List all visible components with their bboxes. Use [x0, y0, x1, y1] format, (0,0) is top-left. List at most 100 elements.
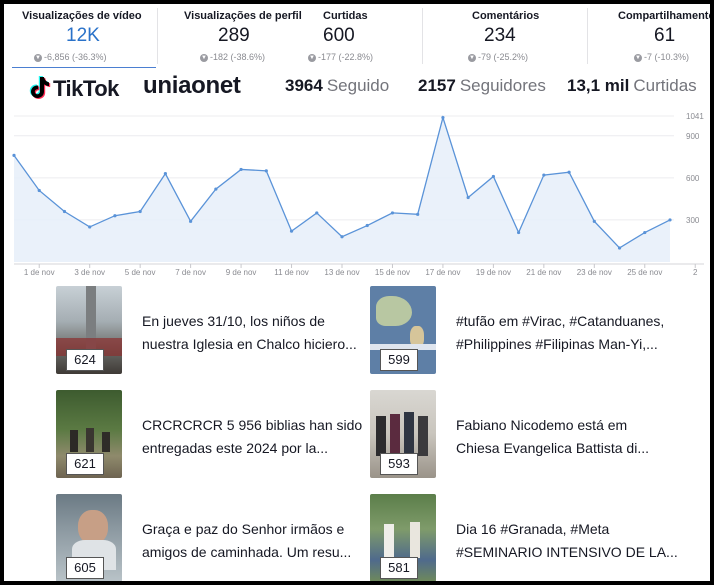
username: uniaonet [143, 72, 241, 99]
tiktok-note-icon [29, 76, 51, 99]
video-title[interactable]: En jueves 31/10, los niños de nuestra Igl… [142, 313, 357, 352]
stat-change: ▼ -7 (-10.3%) [634, 52, 690, 62]
view-count: 593 [380, 453, 418, 475]
chart-data-point [315, 211, 319, 215]
stat-label: Visualizações de perfil [184, 10, 302, 22]
chart-data-point [441, 115, 445, 120]
video-title[interactable]: #tufão em #Virac, #Catanduanes, #Philippi… [456, 313, 665, 352]
stats-row: Visualizações de vídeo 12K ▼ -6,856 (-36.… [4, 4, 710, 68]
chart-data-point [491, 174, 495, 179]
chart-data-point [37, 188, 41, 193]
stat-value: 234 [484, 25, 516, 46]
y-tick-label: 600 [686, 174, 700, 183]
tiktok-logo: TikTok [26, 72, 134, 102]
video-item[interactable]: 581 Dia 16 #Granada, #Meta #SEMINARIO INT… [370, 494, 690, 581]
x-tick-label: 25 de nov [627, 268, 662, 277]
view-count: 621 [66, 453, 104, 475]
views-chart[interactable]: 1041 900 600 300 1 de nov 3 de nov 5 de nov 7 d… [4, 104, 710, 280]
x-tick-label: 17 de nov [425, 268, 460, 277]
stat-likes[interactable]: Curtidas 600 ▼ -177 (-22.8%) [304, 4, 414, 68]
x-tick-label: 1 de nov [24, 268, 55, 277]
profile-header: TikTok uniaonet 3964 Seguido 2157 Seguidor… [4, 68, 710, 104]
chart-data-point [12, 153, 16, 158]
likes-stat: 13,1 mil Curtidas [567, 76, 697, 95]
video-title[interactable]: Dia 16 #Granada, #Meta #SEMINARIO INTENSI… [456, 521, 678, 560]
video-title[interactable]: Graça e paz do Senhor irmãos e amigos de … [142, 521, 352, 560]
video-item[interactable]: 624 En jueves 31/10, los niños de nuestra… [56, 286, 376, 376]
view-count: 599 [380, 349, 418, 371]
video-title[interactable]: CRCRCRCR 5 956 biblias han sido entregada… [142, 417, 363, 456]
video-thumbnail[interactable]: 581 [370, 494, 436, 581]
chart-data-point [643, 230, 647, 235]
x-tick-label: 3 de nov [74, 268, 105, 277]
chart-data-point [189, 219, 193, 223]
chart-data-point [592, 219, 596, 223]
x-tick-label: 13 de nov [324, 268, 359, 277]
divider [422, 8, 423, 64]
arrow-down-icon: ▼ [200, 53, 208, 62]
brand-name: TikTok [53, 76, 119, 101]
chart-data-point [567, 170, 571, 174]
chart-data-point [517, 230, 521, 235]
stat-label: Compartilhamentos [618, 10, 710, 22]
video-item[interactable]: 593 Fabiano Nicodemo está em Chiesa Evang… [370, 390, 690, 480]
video-thumbnail[interactable]: 599 [370, 286, 436, 374]
arrow-down-icon: ▼ [308, 53, 316, 62]
y-tick-label: 900 [686, 132, 700, 141]
followers-stat: 2157 Seguidores [418, 76, 546, 95]
video-item[interactable]: 605 Graça e paz do Senhor irmãos e amigos… [56, 494, 376, 581]
stat-change: ▼ -79 (-25.2%) [468, 52, 529, 62]
chart-data-point [163, 172, 167, 176]
chart-data-point [365, 223, 369, 228]
x-tick-label: 11 de nov [274, 268, 309, 277]
chart-data-point [340, 235, 344, 239]
video-item[interactable]: 621 CRCRCRCR 5 956 biblias han sido entre… [56, 390, 376, 480]
stat-comments[interactable]: Comentários 234 ▼ -79 (-25.2%) [424, 4, 564, 68]
chart-area-fill [14, 117, 670, 262]
chart-data-point [390, 211, 395, 215]
chart-data-point [239, 167, 243, 172]
analytics-panel: Visualizações de vídeo 12K ▼ -6,856 (-36.… [4, 4, 710, 581]
chart-data-point [264, 169, 268, 173]
chart-data-point [62, 209, 67, 214]
stat-label: Comentários [472, 10, 540, 22]
chart-data-point [466, 195, 470, 200]
y-tick-label: 1041 [686, 112, 704, 121]
view-count: 581 [380, 557, 418, 579]
video-thumbnail[interactable]: 605 [56, 494, 122, 581]
divider [587, 8, 588, 64]
chart-data-point [617, 246, 622, 250]
stat-change: ▼ -182 (-38.6%) [200, 52, 266, 62]
x-tick-label: 21 de nov [526, 268, 561, 277]
video-thumbnail[interactable]: 624 [56, 286, 122, 374]
chart-data-point [542, 173, 546, 177]
x-tick-label: 23 de nov [577, 268, 612, 277]
arrow-down-icon: ▼ [468, 53, 476, 62]
chart-data-point [88, 225, 92, 229]
stat-label: Visualizações de vídeo [22, 10, 142, 22]
stat-video-views[interactable]: Visualizações de vídeo 12K ▼ -6,856 (-36.… [12, 4, 156, 68]
views-chart-svg[interactable]: 1041 900 600 300 1 de nov 3 de nov 5 de nov 7 d… [4, 104, 710, 280]
chart-data-point [214, 187, 218, 191]
x-tick-label: 2 [693, 268, 698, 277]
video-item[interactable]: 599 #tufão em #Virac, #Catanduanes, #Phil… [370, 286, 690, 376]
video-title[interactable]: Fabiano Nicodemo está em Chiesa Evangelic… [456, 417, 649, 456]
arrow-down-icon: ▼ [34, 53, 42, 62]
stat-profile-views[interactable]: Visualizações de perfil 289 ▼ -182 (-38.6… [174, 4, 314, 68]
chart-data-point [138, 209, 142, 214]
stat-label: Curtidas [323, 10, 368, 22]
chart-data-point [668, 218, 672, 222]
divider [157, 8, 158, 64]
x-tick-label: 5 de nov [125, 268, 156, 277]
x-tick-label: 7 de nov [175, 268, 206, 277]
video-list: 624 En jueves 31/10, los niños de nuestra… [4, 280, 710, 581]
view-count: 624 [66, 349, 104, 371]
view-count: 605 [66, 557, 104, 579]
video-thumbnail[interactable]: 593 [370, 390, 436, 478]
stat-value: 289 [218, 25, 250, 46]
stat-shares[interactable]: Compartilhamentos 61 ▼-7 (-10.3%) [594, 4, 710, 68]
stat-value: 600 [323, 25, 355, 46]
stat-change: ▼ -177 (-22.8%) [308, 52, 374, 62]
following-stat: 3964 Seguido [285, 76, 390, 95]
video-thumbnail[interactable]: 621 [56, 390, 122, 478]
